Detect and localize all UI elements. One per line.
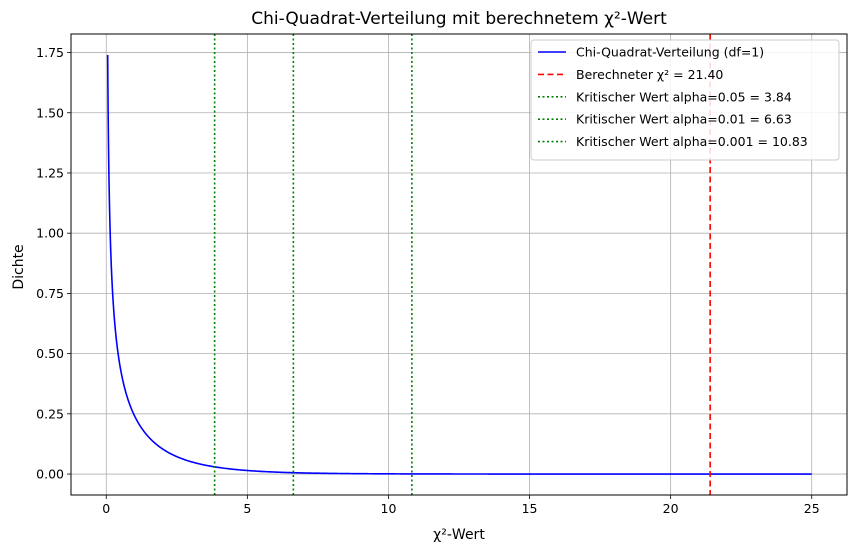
grid-lines — [71, 34, 847, 495]
y-tick-label: 1.00 — [36, 226, 64, 241]
y-tick-label: 0.75 — [36, 286, 64, 301]
chart-title: Chi-Quadrat-Verteilung mit berechnetem χ… — [251, 9, 667, 29]
legend-box — [530, 39, 840, 161]
legend-entry-label: Kritischer Wert alpha=0.05 = 3.84 — [576, 89, 792, 104]
y-tick-label: 1.75 — [36, 45, 64, 60]
y-tick-label: 1.25 — [36, 165, 64, 180]
y-tick-label: 0.50 — [36, 346, 64, 361]
y-tick-label: 0.25 — [36, 406, 64, 421]
y-tick-label: 1.50 — [36, 105, 64, 120]
y-axis-ticks: 0.00 0.25 0.50 0.75 1.00 1.25 1.50 1.75 — [36, 45, 71, 482]
legend: Chi-Quadrat-Verteilung (df=1) Berechneter… — [530, 39, 840, 161]
x-axis-ticks: 0 5 10 15 20 25 — [102, 495, 820, 516]
y-tick-label: 0.00 — [36, 467, 64, 482]
legend-entry-label: Chi-Quadrat-Verteilung (df=1) — [576, 45, 764, 60]
x-tick-label: 25 — [804, 501, 820, 516]
x-tick-label: 20 — [663, 501, 679, 516]
y-axis-label: Dichte — [11, 244, 27, 289]
density-curve-line — [106, 54, 812, 475]
legend-entry-label: Kritischer Wert alpha=0.01 = 6.63 — [576, 112, 792, 127]
plot-frame — [70, 33, 848, 496]
x-axis-label: χ²-Wert — [433, 527, 485, 543]
x-tick-label: 10 — [381, 501, 397, 516]
x-tick-label: 15 — [522, 501, 538, 516]
x-tick-label: 5 — [243, 501, 251, 516]
x-tick-label: 0 — [102, 501, 110, 516]
legend-entry-label: Berechneter χ² = 21.40 — [576, 67, 723, 82]
legend-entry-label: Kritischer Wert alpha=0.001 = 10.83 — [576, 134, 808, 149]
